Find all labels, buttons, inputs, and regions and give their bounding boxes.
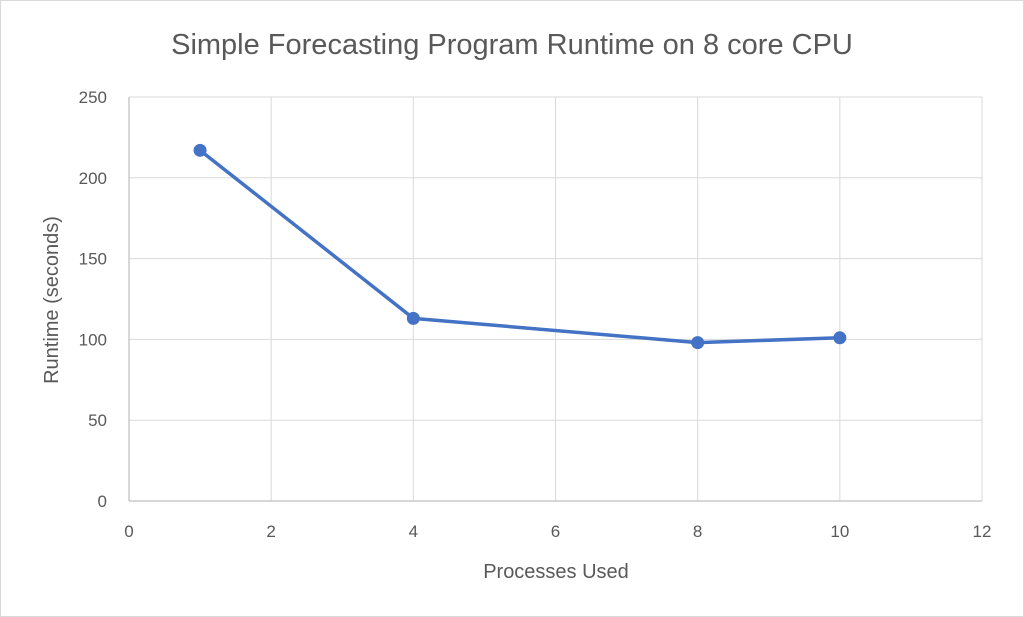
x-tick-label: 12 [973, 522, 992, 541]
x-tick-labels: 0 2 4 6 8 10 12 [124, 522, 991, 541]
x-tick-label: 8 [693, 522, 702, 541]
gridlines [129, 96, 983, 501]
x-tick-label: 10 [830, 522, 849, 541]
y-tick-label: 50 [88, 411, 107, 430]
y-tick-labels: 0 50 100 150 200 250 [79, 88, 107, 511]
x-tick-label: 6 [551, 522, 560, 541]
x-tick-label: 4 [409, 522, 418, 541]
y-axis-title: Runtime (seconds) [41, 216, 63, 384]
x-axis-title: Processes Used [483, 561, 629, 583]
y-tick-label: 150 [79, 250, 107, 269]
data-point [833, 331, 847, 345]
axes [128, 97, 982, 502]
data-point [193, 143, 207, 157]
y-tick-label: 0 [98, 492, 107, 511]
y-tick-label: 200 [79, 169, 107, 188]
series-group [193, 143, 847, 350]
data-point [691, 336, 705, 350]
series-line [199, 148, 840, 345]
x-tick-label: 0 [124, 522, 133, 541]
x-tick-label: 2 [266, 522, 275, 541]
chart-title: Simple Forecasting Program Runtime on 8 … [171, 29, 853, 61]
y-tick-label: 100 [79, 330, 107, 349]
y-tick-label: 250 [79, 88, 107, 107]
data-point [406, 311, 420, 325]
